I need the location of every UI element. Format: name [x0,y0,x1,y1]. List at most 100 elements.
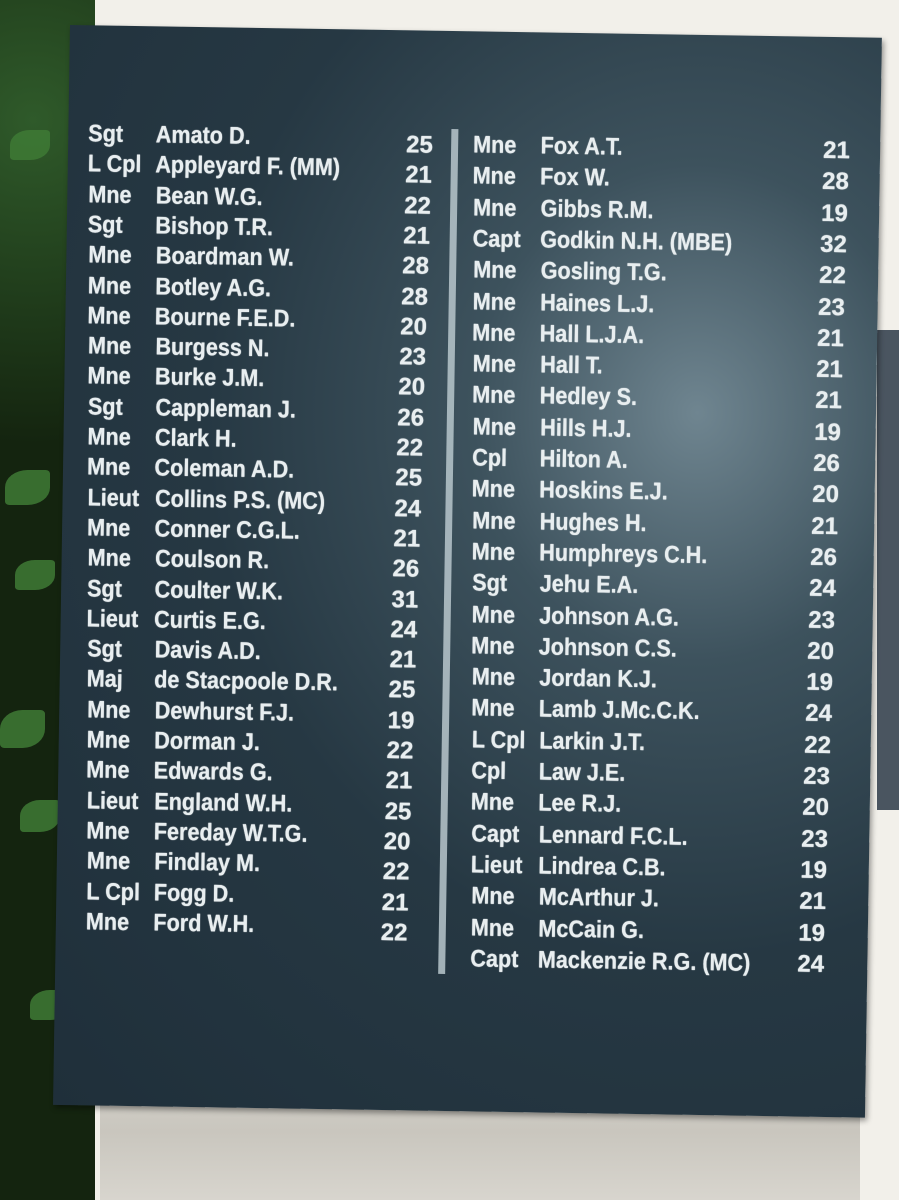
age: 22 [804,731,832,759]
column-divider [438,129,459,975]
name: Burke J.M. [154,363,265,393]
rank: Lieut [87,483,140,512]
rank: Sgt [88,120,124,148]
name: Hall L.J.A. [539,320,645,349]
rank: Mne [472,319,517,347]
rank: Mne [471,600,516,629]
name: Lamb J.Mc.C.K. [538,695,701,726]
age: 21 [811,512,839,540]
age: 20 [807,637,835,665]
rank: L Cpl [471,726,526,754]
rank: Sgt [471,569,507,598]
name: Bean W.G. [155,181,263,211]
rank: Sgt [87,393,123,421]
leaf [15,560,55,590]
rank: Mne [472,162,517,191]
age: 22 [396,434,424,462]
rank: Lieut [86,605,139,633]
rank: Capt [470,819,520,848]
age: 21 [389,646,417,674]
name: Bourne F.E.D. [155,303,296,333]
rank: Mne [87,362,132,391]
name: de Stacpoole D.R. [154,666,339,697]
rank: Mne [471,663,516,692]
name: Dewhurst F.J. [154,697,294,727]
age: 20 [398,373,426,402]
memorial-plaque: Sgt Amato D. 25 L Cpl Appleyard F. (MM) 21 Mne… [53,25,882,1118]
name: Dorman J. [154,727,261,757]
age: 28 [401,282,429,311]
name: Curtis E.G. [154,606,267,635]
age: 21 [385,767,413,795]
rank: Mne [86,908,130,936]
age: 31 [391,585,419,614]
name: Bishop T.R. [155,212,274,242]
age: 20 [812,481,840,509]
name: Coulter W.K. [154,575,284,605]
age: 24 [805,700,833,728]
rank: Mne [471,632,516,660]
rank: Mne [472,287,517,316]
name: Cappleman J. [154,394,296,424]
age: 19 [820,199,849,227]
rank: Mne [87,271,132,300]
name: Appleyard F. (MM) [155,151,341,182]
name: Law J.E. [538,758,626,787]
rank: Lieut [470,851,523,880]
age: 26 [812,449,841,478]
rank: Mne [87,241,132,270]
age: 24 [394,494,422,523]
age: 23 [817,293,846,321]
name: Johnson C.S. [538,633,678,663]
rank: Mne [87,514,131,542]
name: Fereday W.T.G. [153,818,308,848]
age: 25 [395,464,423,492]
rank: Mne [86,696,131,724]
age: 28 [821,168,850,196]
rank: Maj [86,665,124,694]
rank: Mne [472,381,516,410]
age: 24 [797,950,825,978]
rank: Capt [472,225,522,253]
age: 26 [810,543,838,572]
rank: Mne [471,506,516,535]
rank: Lieut [86,786,139,815]
rank: Mne [87,423,131,452]
rank: Sgt [87,211,124,239]
rank: Mne [472,350,516,379]
name: Larkin J.T. [538,727,645,756]
name: Hilton A. [539,445,628,474]
name: Boardman W. [155,242,294,272]
age: 23 [803,762,831,791]
name: McArthur J. [538,883,659,913]
rank: Mne [472,256,517,285]
age: 21 [404,161,433,189]
leaf [10,130,50,160]
age: 28 [402,252,430,280]
age: 19 [387,706,415,735]
rank: L Cpl [87,150,143,179]
age: 19 [798,919,826,947]
leaf [5,470,50,505]
rank: Mne [87,302,132,330]
rank: L Cpl [86,877,141,906]
age: 22 [818,261,847,290]
age: 19 [806,668,834,697]
age: 19 [800,856,828,884]
rank: Mne [86,726,131,755]
name: Hall T. [539,351,603,380]
rank: Capt [470,945,519,973]
age: 23 [808,606,836,634]
name: Jordan K.J. [538,664,657,694]
age: 21 [403,222,431,250]
rank: Mne [472,413,516,441]
name: Collins P.S. (MC) [154,484,326,515]
rank: Mne [87,453,131,482]
name: Lee R.J. [538,789,622,819]
age: 22 [386,737,414,765]
rank: Mne [87,544,131,573]
age: 26 [392,555,420,583]
name: Lindrea C.B. [538,852,666,882]
rank: Cpl [471,757,507,785]
rank: Cpl [472,444,508,472]
